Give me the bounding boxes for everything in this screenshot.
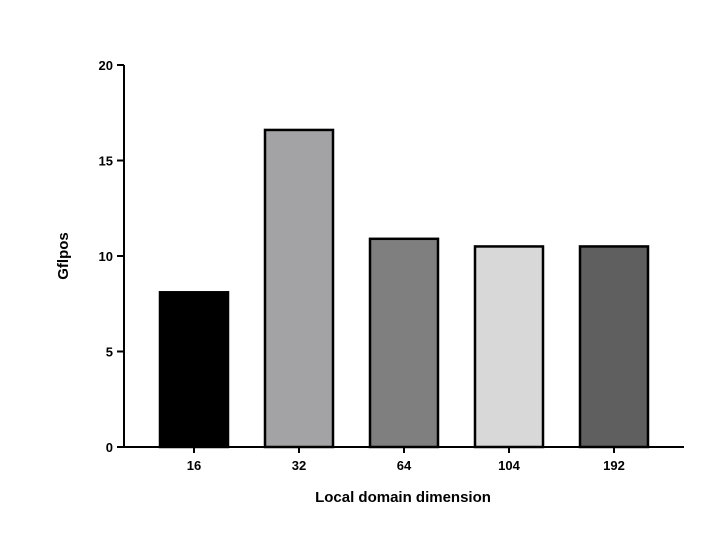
y-axis-ticks: 0 5 10 15 20 — [99, 58, 124, 455]
bar-64 — [368, 237, 440, 449]
bar-104 — [473, 245, 545, 449]
x-axis-ticks: 16 32 64 104 192 — [187, 447, 625, 473]
x-tick-label: 64 — [397, 458, 412, 473]
bars-layer — [158, 128, 650, 449]
x-tick-label: 192 — [603, 458, 625, 473]
y-tick-label: 10 — [99, 249, 113, 264]
x-tick-label: 104 — [498, 458, 520, 473]
x-tick-label: 32 — [292, 458, 306, 473]
y-tick-label: 0 — [106, 440, 113, 455]
y-tick-label: 20 — [99, 58, 113, 73]
x-tick-label: 16 — [187, 458, 201, 473]
bar-16 — [158, 291, 230, 449]
y-tick-label: 5 — [106, 345, 113, 360]
bar-32 — [263, 128, 335, 449]
x-axis-title: Local domain dimension — [315, 489, 491, 506]
y-axis-title: Gflpos — [55, 232, 72, 280]
y-tick-label: 15 — [99, 154, 113, 169]
bar-192 — [578, 245, 650, 449]
